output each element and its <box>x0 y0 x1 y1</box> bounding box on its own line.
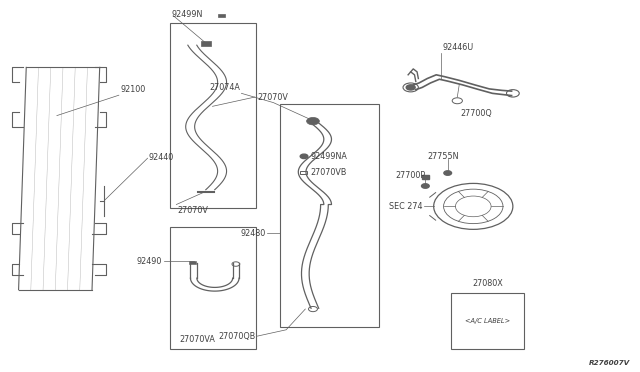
Text: 27070V: 27070V <box>257 93 288 102</box>
Bar <box>280 105 379 327</box>
Text: 92490: 92490 <box>137 257 163 266</box>
Circle shape <box>307 118 319 125</box>
Text: 27074A: 27074A <box>209 83 240 92</box>
Text: 92446U: 92446U <box>443 43 474 52</box>
Bar <box>451 294 524 349</box>
Circle shape <box>406 85 415 90</box>
Bar <box>218 14 225 17</box>
Text: SEC 274: SEC 274 <box>389 202 423 211</box>
Text: 92499NA: 92499NA <box>310 152 348 161</box>
Text: 92440: 92440 <box>149 153 174 161</box>
Circle shape <box>300 154 308 158</box>
Text: 27070V: 27070V <box>177 206 209 215</box>
Text: 92480: 92480 <box>241 229 266 238</box>
Text: 27080X: 27080X <box>472 279 503 288</box>
Bar <box>201 41 211 46</box>
Text: 27755N: 27755N <box>428 152 459 161</box>
Circle shape <box>422 184 429 188</box>
Text: R276007V: R276007V <box>588 360 630 366</box>
Text: 27700Q: 27700Q <box>461 109 492 118</box>
Text: <A/C LABEL>: <A/C LABEL> <box>465 318 510 324</box>
Text: 27070VB: 27070VB <box>310 168 347 177</box>
Bar <box>189 261 196 264</box>
Text: 92100: 92100 <box>120 85 145 94</box>
Text: 27070QB: 27070QB <box>218 331 255 341</box>
Bar <box>170 23 256 208</box>
Text: 92499N: 92499N <box>172 10 204 19</box>
Circle shape <box>444 171 452 175</box>
Bar <box>422 175 429 179</box>
Text: 27700P: 27700P <box>396 171 426 180</box>
Text: 27070VA: 27070VA <box>179 335 216 344</box>
Bar <box>170 227 256 349</box>
Bar <box>300 171 307 174</box>
